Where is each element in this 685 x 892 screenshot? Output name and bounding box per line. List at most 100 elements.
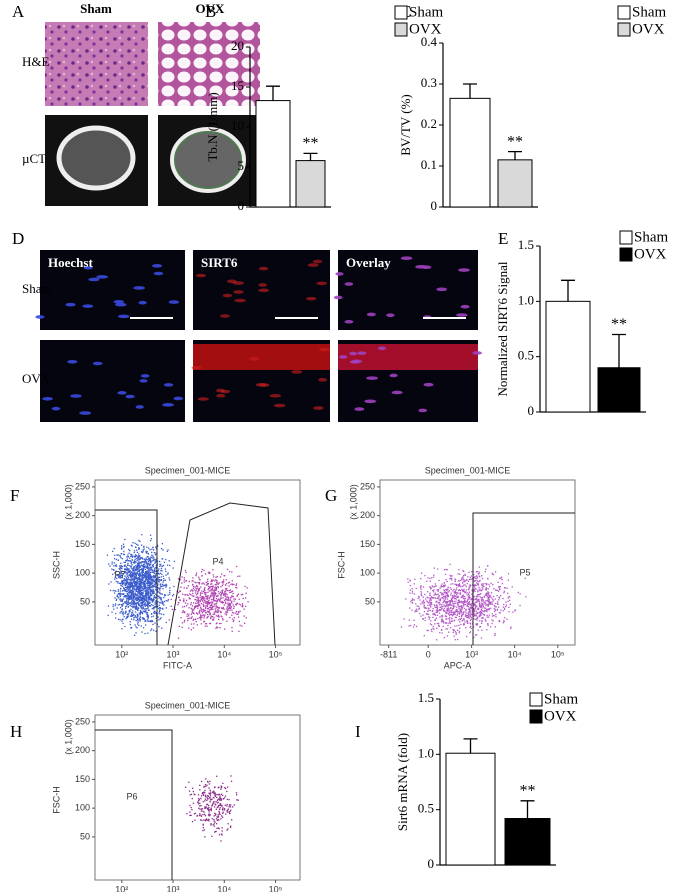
event-dot bbox=[438, 626, 439, 627]
event-dot bbox=[458, 580, 459, 581]
legend-swatch bbox=[530, 710, 542, 723]
event-dot bbox=[195, 599, 196, 600]
event-dot bbox=[119, 612, 120, 613]
legend-label: Sham bbox=[632, 4, 667, 20]
event-dot bbox=[147, 568, 148, 569]
event-dot bbox=[508, 611, 509, 612]
event-dot bbox=[447, 581, 448, 582]
event-dot bbox=[207, 579, 208, 580]
event-dot bbox=[188, 627, 189, 628]
event-dot bbox=[449, 617, 450, 618]
nucleus bbox=[139, 379, 147, 383]
event-dot bbox=[425, 598, 426, 599]
event-dot bbox=[484, 602, 485, 603]
nucleus bbox=[174, 397, 184, 401]
event-dot bbox=[154, 563, 155, 564]
event-dot bbox=[422, 602, 423, 603]
event-dot bbox=[438, 580, 439, 581]
event-dot bbox=[152, 591, 153, 592]
event-dot bbox=[229, 582, 230, 583]
event-dot bbox=[143, 564, 144, 565]
event-dot bbox=[494, 606, 495, 607]
event-dot bbox=[458, 625, 459, 626]
event-dot bbox=[229, 590, 230, 591]
event-dot bbox=[186, 813, 187, 814]
event-dot bbox=[135, 577, 136, 578]
event-dot bbox=[475, 614, 476, 615]
event-dot bbox=[454, 606, 455, 607]
event-dot bbox=[468, 602, 469, 603]
event-dot bbox=[510, 604, 511, 605]
event-dot bbox=[174, 561, 175, 562]
event-dot bbox=[135, 606, 136, 607]
event-dot bbox=[487, 578, 488, 579]
event-dot bbox=[205, 596, 206, 597]
event-dot bbox=[485, 620, 486, 621]
event-dot bbox=[242, 594, 243, 595]
event-dot bbox=[196, 613, 197, 614]
x-tick-label: 10⁵ bbox=[269, 884, 283, 892]
event-dot bbox=[161, 548, 162, 549]
event-dot bbox=[140, 585, 141, 586]
event-dot bbox=[432, 608, 433, 609]
event-dot bbox=[118, 593, 119, 594]
event-dot bbox=[116, 554, 117, 555]
event-dot bbox=[216, 794, 217, 795]
event-dot bbox=[163, 585, 164, 586]
event-dot bbox=[204, 814, 205, 815]
event-dot bbox=[133, 617, 134, 618]
event-dot bbox=[142, 618, 143, 619]
event-dot bbox=[201, 590, 202, 591]
event-dot bbox=[127, 596, 128, 597]
event-dot bbox=[131, 627, 132, 628]
event-dot bbox=[205, 605, 206, 606]
event-dot bbox=[489, 614, 490, 615]
event-dot bbox=[147, 619, 148, 620]
event-dot bbox=[452, 601, 453, 602]
event-dot bbox=[198, 808, 199, 809]
panel-label: H bbox=[10, 722, 22, 741]
event-dot bbox=[197, 591, 198, 592]
event-dot bbox=[132, 542, 133, 543]
event-dot bbox=[455, 579, 456, 580]
event-dot bbox=[197, 586, 198, 587]
event-dot bbox=[153, 564, 154, 565]
legend-label: OVX bbox=[632, 21, 665, 37]
event-dot bbox=[115, 605, 116, 606]
nucleus bbox=[220, 314, 230, 318]
event-dot bbox=[141, 625, 142, 626]
event-dot bbox=[426, 608, 427, 609]
event-dot bbox=[476, 613, 477, 614]
event-dot bbox=[144, 619, 145, 620]
event-dot bbox=[225, 603, 226, 604]
event-dot bbox=[116, 607, 117, 608]
event-dot bbox=[434, 604, 435, 605]
event-dot bbox=[122, 590, 123, 591]
event-dot bbox=[410, 601, 411, 602]
event-dot bbox=[448, 632, 449, 633]
event-dot bbox=[236, 585, 237, 586]
event-dot bbox=[436, 604, 437, 605]
event-dot bbox=[125, 564, 126, 565]
event-dot bbox=[224, 808, 225, 809]
event-dot bbox=[160, 583, 161, 584]
event-dot bbox=[198, 798, 199, 799]
event-dot bbox=[136, 605, 137, 606]
event-dot bbox=[231, 601, 232, 602]
event-dot bbox=[207, 808, 208, 809]
event-dot bbox=[126, 574, 127, 575]
event-dot bbox=[216, 598, 217, 599]
event-dot bbox=[464, 621, 465, 622]
nucleus bbox=[274, 404, 286, 408]
event-dot bbox=[455, 595, 456, 596]
event-dot bbox=[440, 598, 441, 599]
event-dot bbox=[199, 597, 200, 598]
event-dot bbox=[151, 538, 152, 539]
event-dot bbox=[199, 785, 200, 786]
error-bar bbox=[266, 86, 280, 100]
event-dot bbox=[109, 565, 110, 566]
event-dot bbox=[212, 618, 213, 619]
event-dot bbox=[424, 620, 425, 621]
event-dot bbox=[241, 594, 242, 595]
event-dot bbox=[452, 590, 453, 591]
